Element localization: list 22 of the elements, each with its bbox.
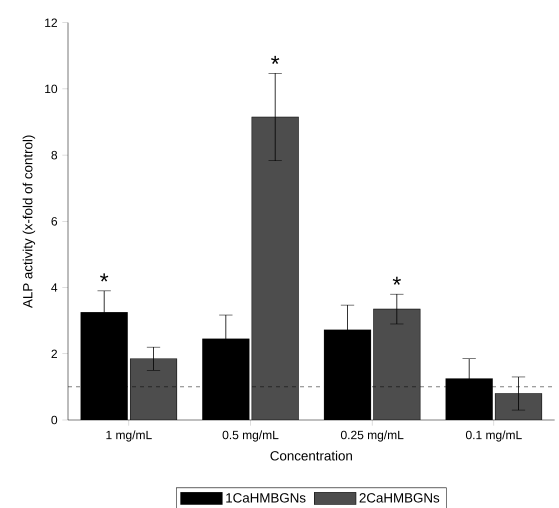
y-tick-label: 2 <box>52 350 57 358</box>
y-axis-title: ALP activity (x-fold of control) <box>22 135 36 308</box>
x-axis-title: Concentration <box>270 450 352 461</box>
y-tick-label: 8 <box>51 150 58 160</box>
bar <box>494 393 542 420</box>
legend-label: 1CaHMBGNs <box>226 493 306 503</box>
y-tick-label: 0 <box>51 416 58 424</box>
x-tick-label: 0.5 mg/mL <box>222 430 278 442</box>
y-tick-label: 10 <box>45 84 58 94</box>
bar <box>252 117 299 420</box>
y-tick-label: 12 <box>45 18 57 27</box>
x-tick-label: 1 mg/mL <box>106 430 152 442</box>
y-tick-label: 6 <box>52 217 58 226</box>
bar <box>130 358 177 420</box>
annotation: * <box>271 56 280 64</box>
annotation: * <box>100 273 108 282</box>
bar <box>374 309 420 420</box>
legend-label: 2CaHMBGNs <box>360 493 440 503</box>
y-tick-label: 4 <box>51 283 58 292</box>
annotation: * <box>392 276 401 285</box>
x-tick-label: 0.25 mg/mL <box>340 430 404 442</box>
x-tick-label: 0.1 mg/mL <box>466 430 522 442</box>
